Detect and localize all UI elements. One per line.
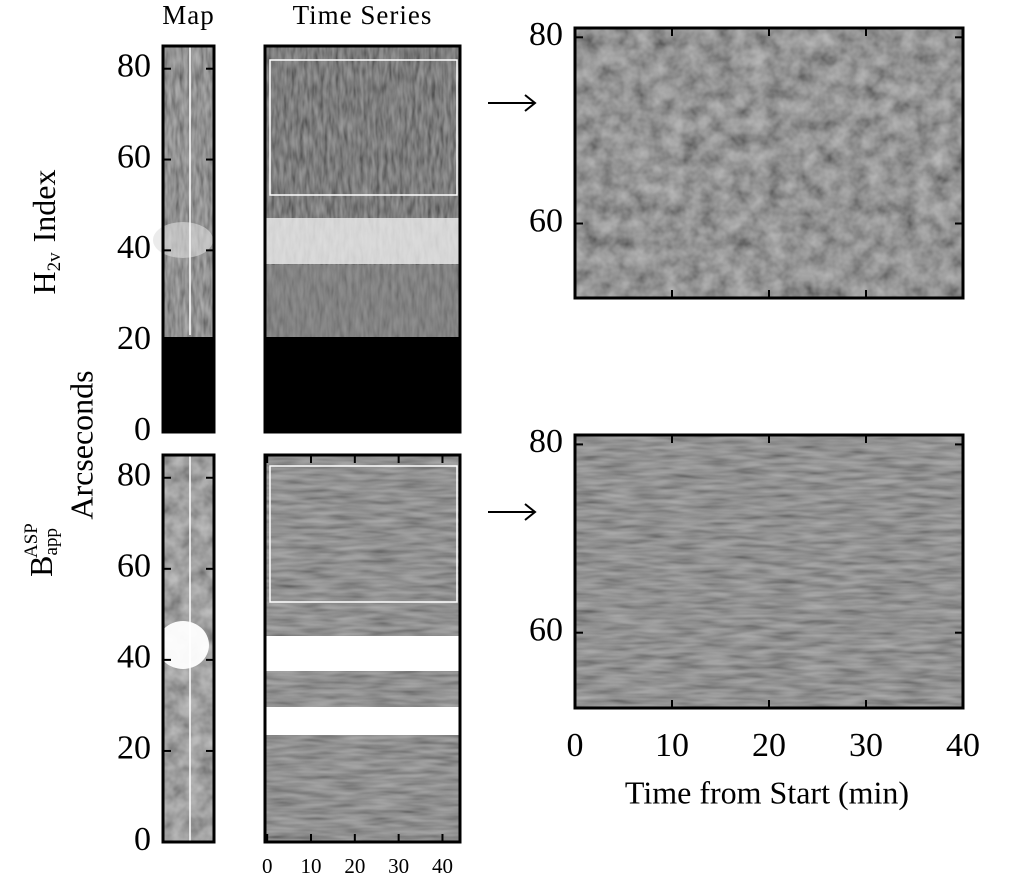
arrow [488, 94, 537, 521]
x-tick-label: 10 [301, 854, 322, 878]
masked [163, 337, 214, 432]
y-tick-label: 40 [117, 229, 151, 266]
y-tick-label: 0 [134, 821, 151, 858]
zoom-box [269, 465, 458, 603]
x-tick-label: 30 [388, 854, 409, 878]
y-tick-label: 80 [117, 48, 151, 85]
bright-band [265, 707, 460, 735]
mid-band [265, 265, 460, 337]
y-tick-label: 20 [117, 730, 151, 767]
y-tick-label: 40 [117, 639, 151, 676]
image-texture [575, 28, 963, 298]
panel-frame [161, 453, 216, 844]
masked [265, 337, 460, 432]
panel-frame [263, 453, 462, 844]
x-axis-label: Time from Start (min) [625, 774, 909, 810]
panel-title: Map [162, 0, 215, 30]
x-tick-label: 0 [262, 854, 273, 878]
y-tick-label: 60 [529, 202, 563, 239]
x-tick-label: 10 [655, 727, 689, 764]
y-tick-label: 60 [529, 611, 563, 648]
panel-frame [263, 44, 462, 434]
x-tick-label: 40 [432, 854, 453, 878]
zoom-box [269, 59, 458, 196]
y-label-row1: H2vIndex [26, 170, 65, 295]
y-tick-label: 80 [117, 457, 151, 494]
bright-band [153, 222, 213, 258]
image-texture [575, 435, 963, 708]
y-label-row2: BappASP [21, 523, 62, 577]
bright-blob [157, 621, 209, 669]
bright-band [265, 636, 460, 671]
bright-band [265, 218, 460, 264]
panel-title: Time Series [293, 0, 433, 30]
y-tick-label: 60 [117, 138, 151, 175]
y-tick-label: 80 [529, 16, 563, 53]
y-label-shared: Arcseconds [63, 370, 99, 519]
x-tick-label: 20 [752, 727, 786, 764]
x-tick-label: 0 [567, 727, 584, 764]
y-tick-label: 80 [529, 423, 563, 460]
x-tick-label: 40 [946, 727, 980, 764]
x-tick-label: 30 [849, 727, 883, 764]
x-tick-label: 20 [344, 854, 365, 878]
panel-frame [161, 44, 216, 434]
y-tick-label: 0 [134, 411, 151, 448]
y-tick-label: 20 [117, 320, 151, 357]
y-tick-label: 60 [117, 548, 151, 585]
